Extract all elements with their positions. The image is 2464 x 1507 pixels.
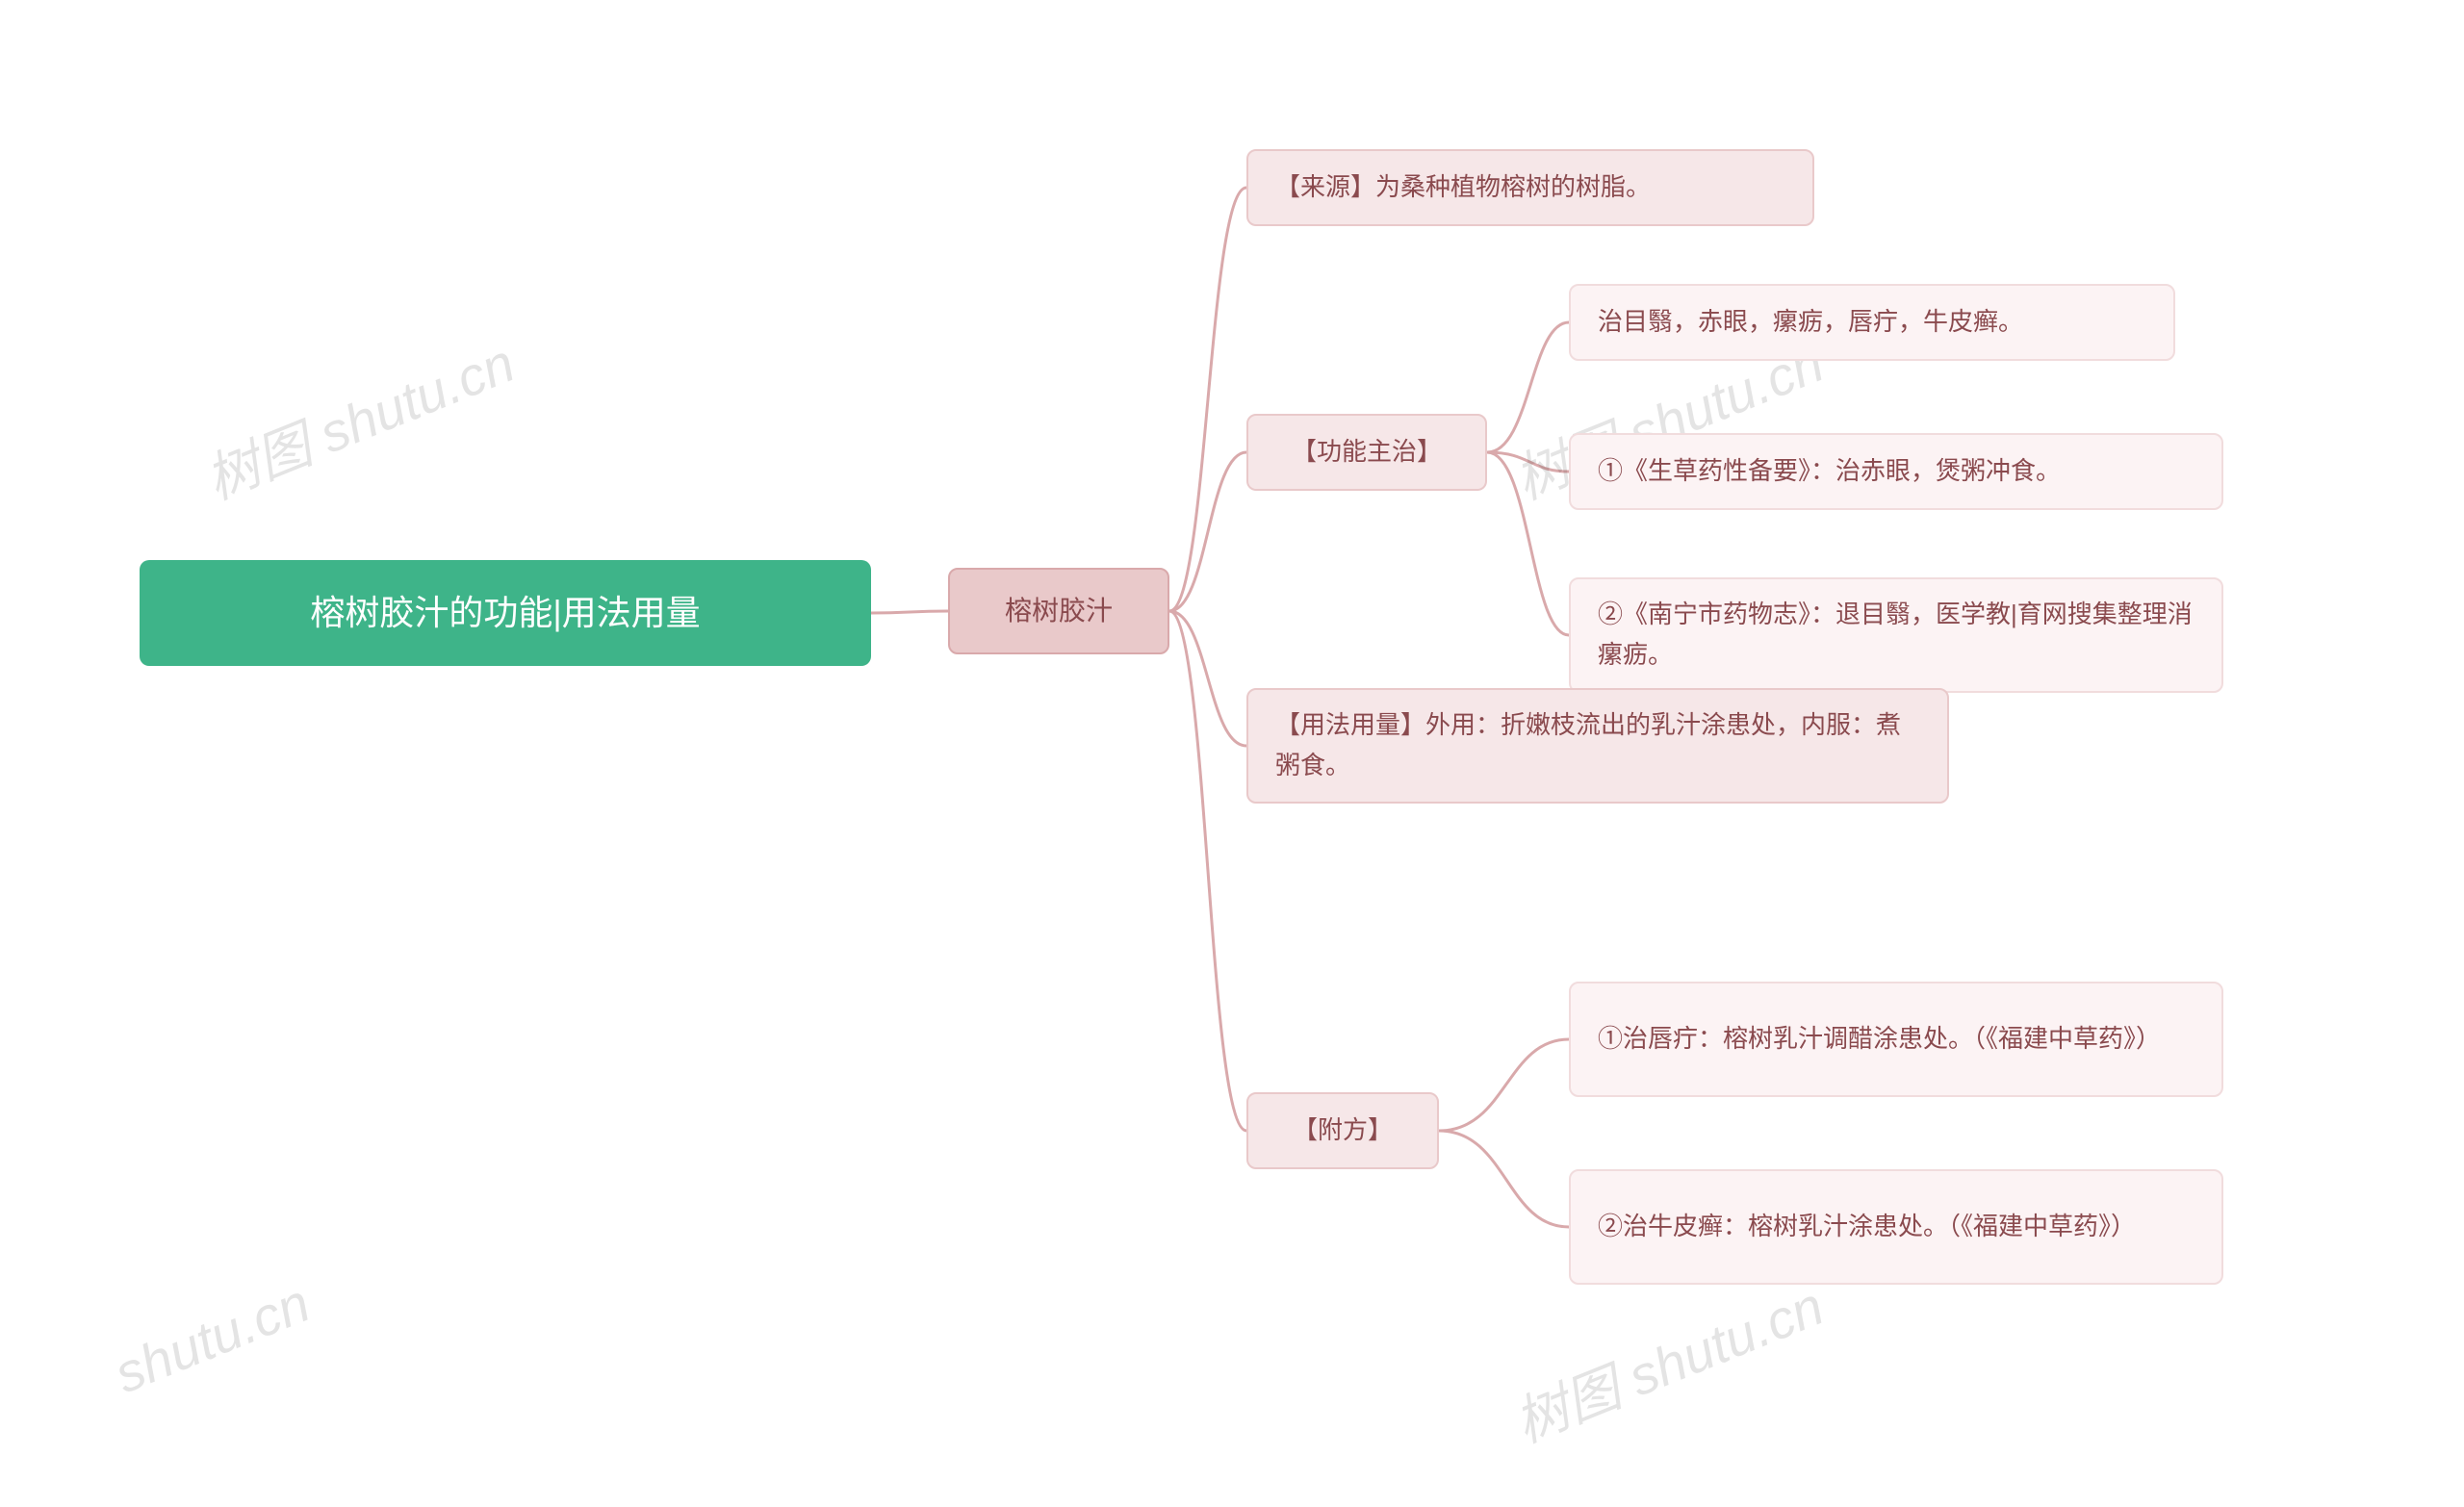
node-function: 【功能主治】 (1246, 414, 1487, 491)
source-text: 【来源】为桑种植物榕树的树脂。 (1275, 167, 1651, 208)
watermark: shutu.cn (106, 1271, 319, 1406)
watermark: 树图 shutu.cn (1502, 1264, 1834, 1458)
function-label: 【功能主治】 (1292, 432, 1442, 473)
node-fufang-item: ②治牛皮癣：榕树乳汁涂患处。（《福建中草药》） (1569, 1169, 2223, 1285)
fufang-item-text: ①治唇疔：榕树乳汁调醋涂患处。（《福建中草药》） (1598, 1019, 2161, 1060)
node-function-item: 治目翳，赤眼，瘰疬，唇疔，牛皮癣。 (1569, 284, 2175, 361)
watermark: 树图 shutu.cn (192, 320, 525, 515)
fufang-item-text: ②治牛皮癣：榕树乳汁涂患处。（《福建中草药》） (1598, 1207, 2136, 1247)
function-item-text: ①《生草药性备要》：治赤眼，煲粥冲食。 (1598, 451, 2061, 492)
root-label: 榕树胶汁的功能|用法用量 (310, 585, 700, 641)
node-function-item: ②《南宁市药物志》：退目翳，医学教|育网搜集整理消瘰疬。 (1569, 577, 2223, 693)
mindmap-root: 榕树胶汁的功能|用法用量 (140, 560, 871, 666)
node-function-item: ①《生草药性备要》：治赤眼，煲粥冲食。 (1569, 433, 2223, 510)
function-item-text: 治目翳，赤眼，瘰疬，唇疔，牛皮癣。 (1598, 302, 2023, 343)
l1-label: 榕树胶汁 (1005, 590, 1113, 633)
node-fufang: 【附方】 (1246, 1092, 1439, 1169)
node-usage: 【用法用量】外用：折嫩枝流出的乳汁涂患处，内服：煮粥食。 (1246, 688, 1949, 804)
function-item-text: ②《南宁市药物志》：退目翳，医学教|育网搜集整理消瘰疬。 (1598, 595, 2194, 675)
fufang-label: 【附方】 (1293, 1111, 1393, 1151)
node-l1: 榕树胶汁 (948, 568, 1169, 654)
node-fufang-item: ①治唇疔：榕树乳汁调醋涂患处。（《福建中草药》） (1569, 982, 2223, 1097)
usage-text: 【用法用量】外用：折嫩枝流出的乳汁涂患处，内服：煮粥食。 (1275, 705, 1920, 785)
node-source: 【来源】为桑种植物榕树的树脂。 (1246, 149, 1814, 226)
